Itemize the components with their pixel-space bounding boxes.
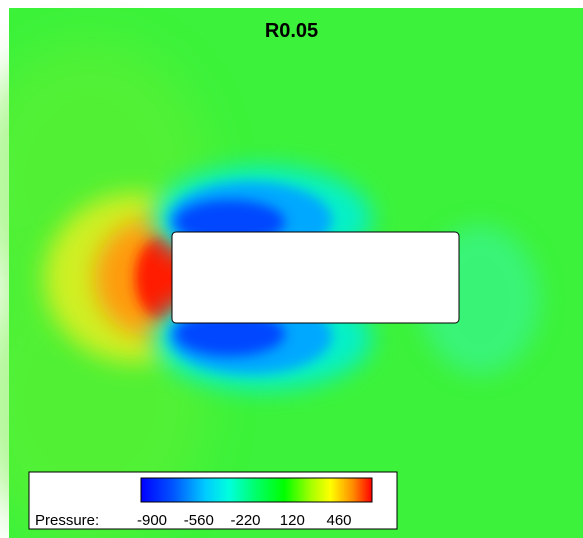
legend: Pressure: -900 -560 -220 120 460 xyxy=(28,471,398,530)
colorbar-tick-label: -560 xyxy=(184,512,214,529)
legend-label: Pressure: xyxy=(35,512,99,529)
colorbar-tick-label: -900 xyxy=(137,512,167,529)
colorbar-tick-label: 120 xyxy=(280,512,305,529)
colorbar-ticks: -900 -560 -220 120 460 xyxy=(137,512,352,529)
colorbar-tick-label: -220 xyxy=(230,512,260,529)
colorbar-tick-label: 460 xyxy=(326,512,351,529)
bluff-body xyxy=(171,231,460,324)
colorbar xyxy=(140,477,373,503)
